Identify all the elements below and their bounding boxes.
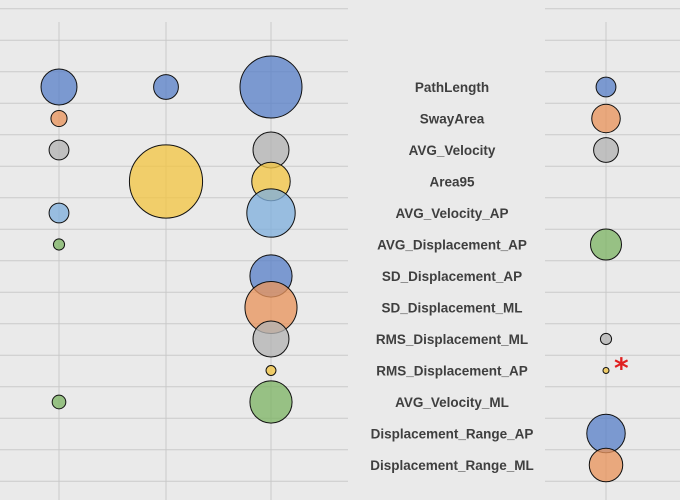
bubble-gray-RMS_Displacement_ML xyxy=(252,320,290,358)
bubbles: * xyxy=(40,55,629,483)
bubble-lightblue-AVG_Velocity_AP xyxy=(48,202,70,224)
row-label-SD_Displacement_ML: SD_Displacement_ML xyxy=(381,301,522,316)
row-label-PathLength: PathLength xyxy=(415,80,489,95)
row-label-AVG_Displacement_AP: AVG_Displacement_AP xyxy=(377,238,527,253)
right-bubble-gray-AVG_Velocity xyxy=(593,137,619,163)
bubble-orange-SwayArea xyxy=(50,109,68,128)
row-label-AVG_Velocity: AVG_Velocity xyxy=(409,143,496,158)
row-label-Displacement_Range_ML: Displacement_Range_ML xyxy=(370,458,534,473)
significance-star: * xyxy=(614,352,629,385)
bubble-lightblue-AVG_Velocity_AP xyxy=(246,188,296,238)
bubble-blue-PathLength xyxy=(40,68,78,106)
row-labels: PathLength SwayArea AVG_Velocity Area95 AVG_… xyxy=(370,80,534,473)
bubble-gray-AVG_Velocity xyxy=(48,139,70,161)
row-label-Area95: Area95 xyxy=(429,175,475,190)
bubble-blue-PathLength xyxy=(153,74,179,100)
bubble-green-AVG_Velocity_ML xyxy=(51,394,67,410)
bubble-blue-PathLength xyxy=(239,55,303,119)
bubble-yellow-RMS_Displacement_AP xyxy=(265,365,277,376)
bubble-yellow-Area95 xyxy=(128,144,204,219)
right-bubble-green-AVG_Displacement_AP xyxy=(590,228,622,261)
row-label-SD_Displacement_AP: SD_Displacement_AP xyxy=(382,269,522,284)
row-label-RMS_Displacement_ML: RMS_Displacement_ML xyxy=(376,332,528,347)
right-bubble-orange-Displacement_Range_ML xyxy=(588,447,624,483)
bubble-green-AVG_Displacement_AP xyxy=(52,238,66,251)
right-bubble-gray-RMS_Displacement_ML xyxy=(599,332,613,346)
row-label-SwayArea: SwayArea xyxy=(420,112,485,127)
row-label-Displacement_Range_AP: Displacement_Range_AP xyxy=(371,427,534,442)
bubble-green-AVG_Velocity_ML xyxy=(249,380,293,424)
row-label-AVG_Velocity_AP: AVG_Velocity_AP xyxy=(395,206,508,221)
row-label-AVG_Velocity_ML: AVG_Velocity_ML xyxy=(395,395,509,410)
right-bubble-yellow-RMS_Displacement_AP xyxy=(602,367,610,374)
row-label-RMS_Displacement_AP: RMS_Displacement_AP xyxy=(376,364,528,379)
right-bubble-blue-Displacement_Range_AP xyxy=(586,413,626,454)
right-bubble-blue-PathLength xyxy=(595,76,617,98)
right-bubble-orange-SwayArea xyxy=(591,103,621,134)
grid-lines xyxy=(0,8,680,500)
